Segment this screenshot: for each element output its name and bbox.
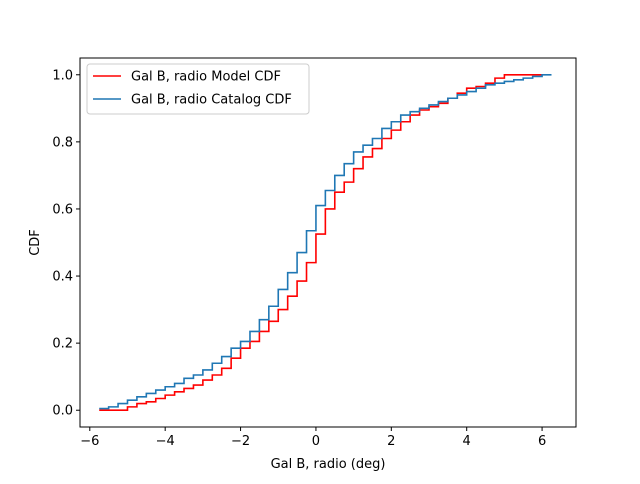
x-axis-label: Gal B, radio (deg) xyxy=(271,457,386,472)
series-layer xyxy=(99,73,552,412)
legend-label-model: Gal B, radio Model CDF xyxy=(131,70,281,85)
legend: Gal B, radio Model CDF Gal B, radio Cata… xyxy=(86,63,310,115)
x-tick-label: 2 xyxy=(387,434,395,449)
y-tick-label: 0.8 xyxy=(52,135,73,150)
plot-frame xyxy=(79,57,577,428)
y-tick-label: 0.6 xyxy=(52,202,73,217)
y-tick-label: 0.2 xyxy=(52,337,73,352)
y-tick-label: 1.0 xyxy=(52,68,73,83)
x-tick-label: 0 xyxy=(312,434,320,449)
x-tick-label: −6 xyxy=(80,434,99,449)
y-tick-label: 0.4 xyxy=(52,270,73,285)
legend-box xyxy=(86,63,310,115)
x-tick-label: 6 xyxy=(538,434,546,449)
x-tick-label: −2 xyxy=(231,434,250,449)
x-tick-label: −4 xyxy=(156,434,175,449)
ticks-layer: −6 −4 −2 0 2 4 6 0.0 0.2 0.4 0.6 0.8 1.0 xyxy=(52,68,546,449)
y-axis-label: CDF xyxy=(28,229,43,256)
legend-label-catalog: Gal B, radio Catalog CDF xyxy=(131,93,292,108)
y-tick-label: 0.0 xyxy=(52,404,73,419)
x-tick-label: 4 xyxy=(463,434,471,449)
series-line-catalog xyxy=(99,73,552,410)
series-line-model xyxy=(99,73,543,412)
